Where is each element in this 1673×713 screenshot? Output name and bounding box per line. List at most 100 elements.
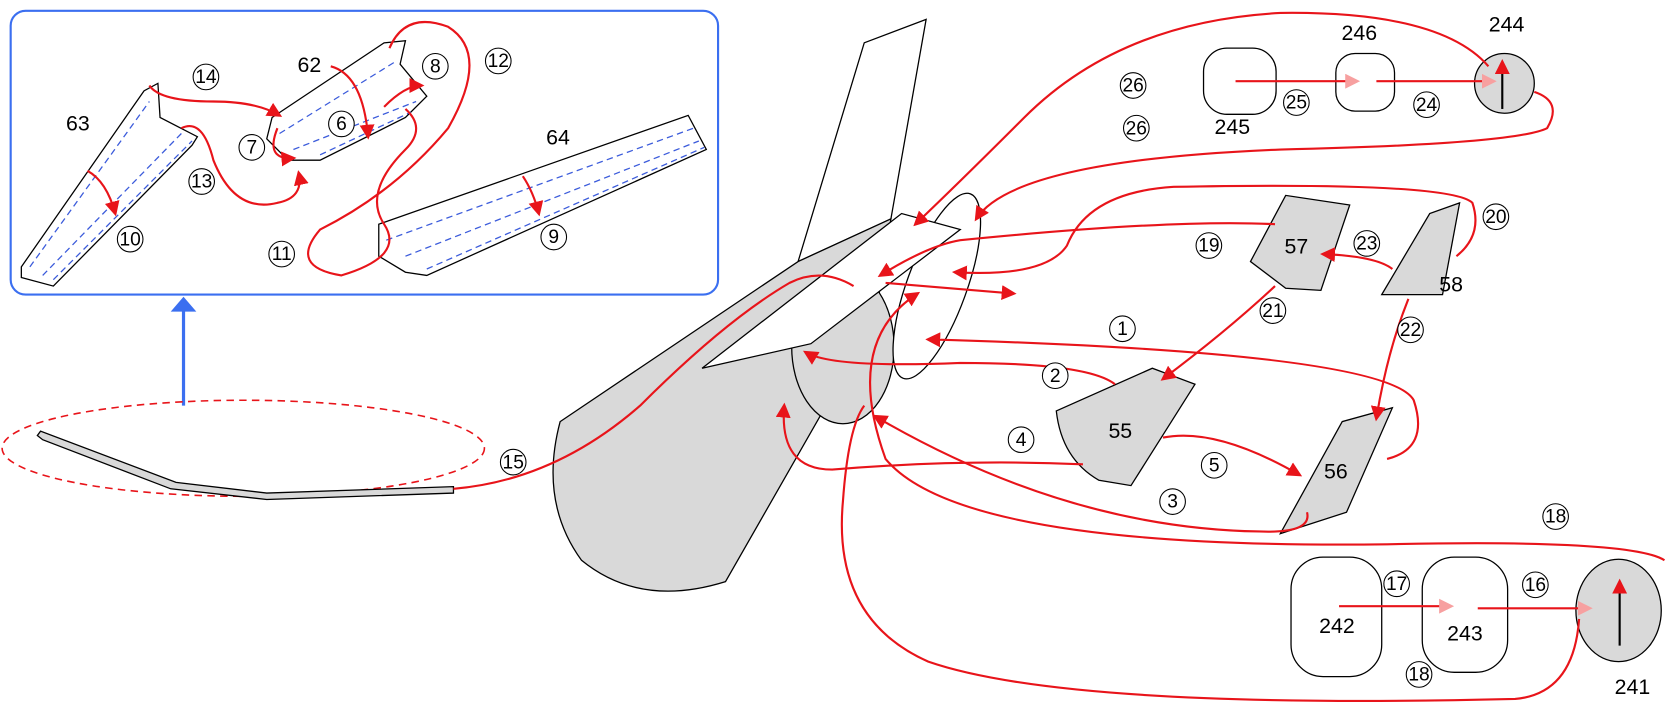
step-number: 16 [1525,575,1546,596]
step-number: 14 [195,67,217,88]
panel-58 [1380,201,1461,296]
step: 4 [1007,426,1035,454]
part-number: 63 [66,112,90,136]
step: 22 [1397,316,1424,344]
path [869,291,1666,562]
step-number: 2 [1050,366,1061,387]
step: 26 [1122,114,1150,142]
step: 15 [499,448,527,476]
step-number: 18 [1545,507,1566,528]
step-circle [1109,315,1136,343]
step-number: 17 [1386,574,1407,595]
step-circle [188,168,215,195]
step: 13 [188,168,215,195]
step-number: 13 [191,172,212,193]
step: 21 [1259,297,1287,324]
step: 12 [484,47,512,75]
step-number: 22 [1400,320,1421,341]
step: 9 [540,223,568,251]
step-circle [1007,426,1035,454]
step-number: 9 [548,227,559,248]
wing-strip [36,430,455,501]
path [272,127,297,167]
step-number: 23 [1356,234,1377,255]
panel-57 [1249,194,1351,292]
step-number: 25 [1286,93,1307,114]
part-number: 246 [1342,21,1378,45]
step: 7 [238,134,266,161]
path [974,90,1554,222]
step-number: 19 [1198,236,1219,257]
step: 24 [1413,91,1440,119]
zoom-region [1,399,486,498]
path [383,78,425,108]
path [180,125,309,206]
step: 2 [1041,362,1069,390]
path [1370,298,1410,422]
path [802,350,1116,386]
path [1160,285,1276,381]
part-62 [266,39,428,161]
part-number: 62 [298,53,322,77]
step: 16 [1522,571,1549,599]
step-number: 3 [1167,492,1178,513]
path [925,332,1420,460]
part-number: 241 [1615,675,1651,699]
step-number: 10 [119,229,140,250]
step-circle [1119,72,1147,99]
step-number: 5 [1209,455,1220,476]
panel-242 [1290,556,1383,678]
path [951,184,1477,281]
step: 18 [1405,661,1433,688]
step-circle [116,225,144,253]
step-number: 1 [1117,319,1128,340]
step-circle [1041,362,1069,390]
step-number: 15 [503,452,524,473]
path [453,274,855,490]
step: 19 [1195,232,1223,259]
step: 3 [1159,488,1186,515]
step: 25 [1283,89,1310,116]
panel-244 [1473,52,1535,114]
step-number: 24 [1416,95,1438,116]
step-number: 4 [1016,430,1027,451]
part-number: 243 [1447,622,1483,646]
inset-frame [9,9,720,296]
step-number: 6 [336,114,347,135]
step: 10 [116,225,144,253]
step-number: 11 [272,244,292,265]
step: 18 [1542,503,1569,530]
step: 11 [268,240,296,268]
step: 23 [1353,230,1381,257]
step-circle [192,63,220,91]
step-circle [1195,232,1223,259]
step-circle [540,223,568,251]
step-number: 21 [1262,301,1283,322]
step-number: 26 [1126,118,1147,139]
part-number: 56 [1324,459,1348,483]
step-number: 20 [1485,207,1506,228]
step-circle [1353,230,1381,257]
step-circle [421,52,449,80]
part-number: 244 [1489,12,1525,36]
path [877,222,1276,277]
step-number: 26 [1122,76,1143,97]
part-64 [378,114,708,277]
path [86,169,120,217]
part-number: 64 [546,125,570,149]
step: 8 [421,52,449,80]
step: 14 [192,63,220,91]
step-circle [1122,114,1150,142]
step-circle [268,240,296,268]
path [1162,434,1303,477]
step-number: 7 [246,138,257,159]
step-circle [1200,451,1228,479]
step-circle [1413,91,1440,119]
path [775,402,1084,471]
part-62-lines [279,61,417,156]
step: 5 [1200,451,1228,479]
step: 6 [328,110,355,138]
step-number: 8 [430,56,441,77]
